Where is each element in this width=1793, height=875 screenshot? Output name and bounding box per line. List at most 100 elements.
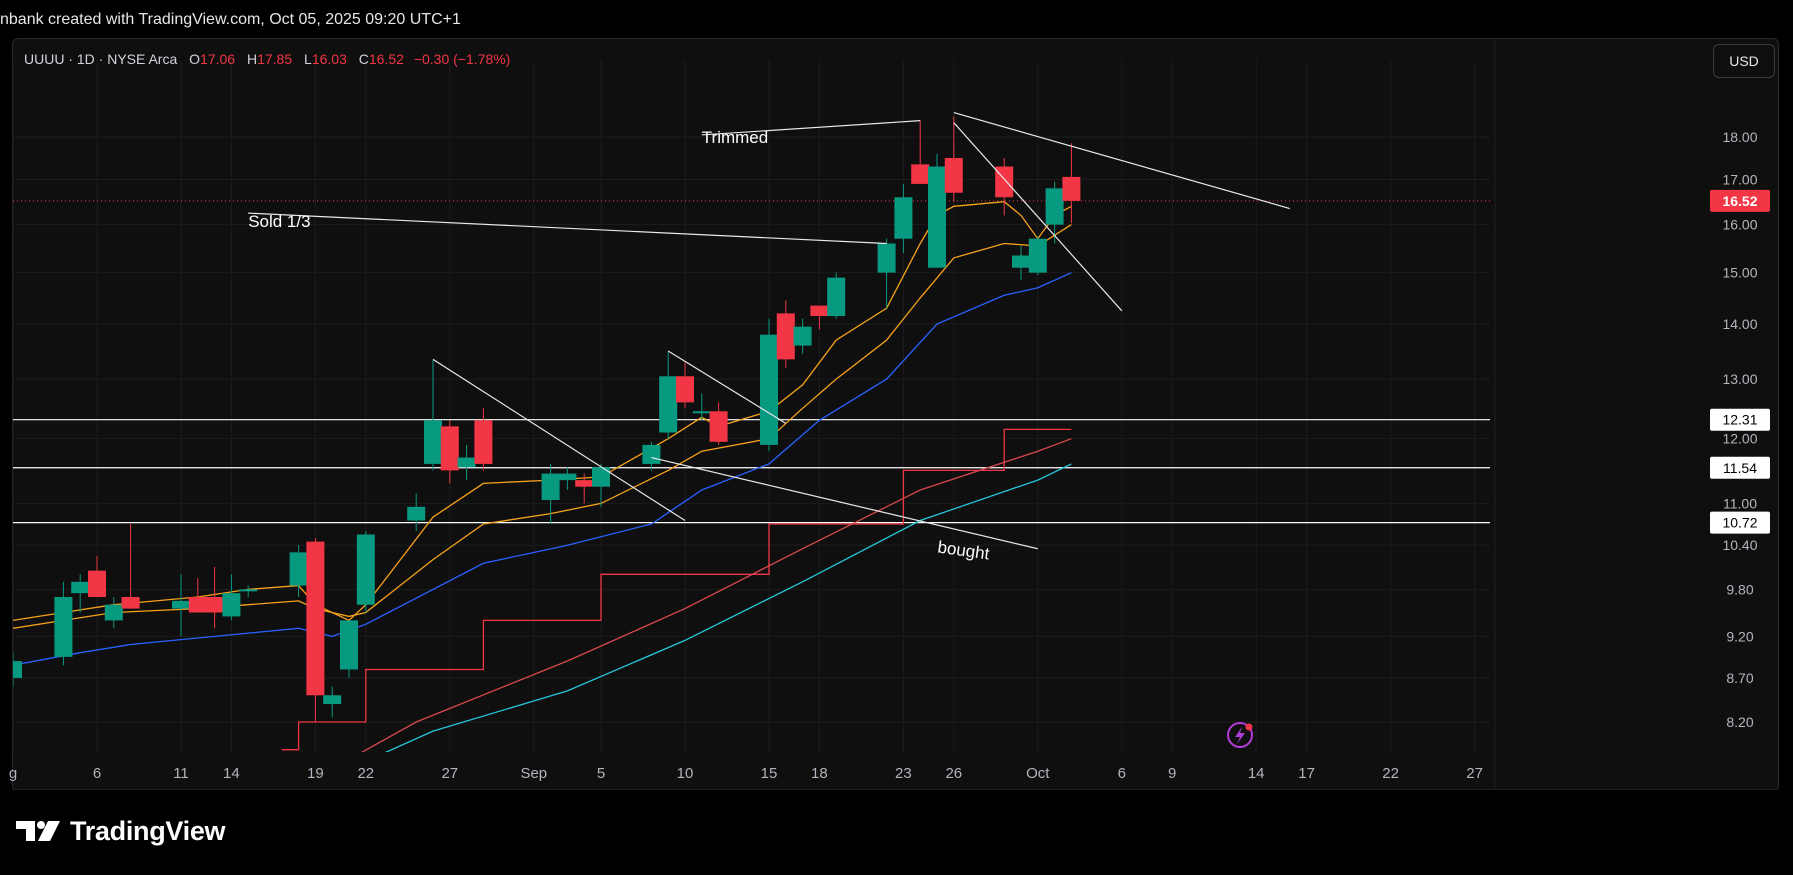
trend-line-drawing — [432, 358, 686, 522]
x-axis-tick-label: 26 — [945, 765, 962, 782]
candle-body-down — [709, 411, 728, 442]
candle-body-up — [54, 597, 73, 657]
trend-line-drawing — [667, 350, 787, 424]
x-axis-tick-label: 14 — [223, 765, 240, 782]
price-level-tag: 11.54 — [1710, 456, 1770, 479]
indicator-line-cyan_trend — [384, 463, 1072, 752]
candle-body-up — [172, 600, 190, 609]
y-axis-labels: 18.00 17.00 16.00 15.00 14.00 13.00 12.00 11.00… — [1722, 129, 1757, 730]
y-axis-tick-label: 18.00 — [1722, 129, 1757, 145]
candle-body-down — [88, 570, 106, 598]
currency-button[interactable]: USD — [1713, 44, 1775, 78]
y-axis-tick-label: 11.00 — [1723, 495, 1757, 511]
y-axis-tick-label: 10.40 — [1722, 537, 1757, 553]
annotation-text: bought — [936, 537, 990, 563]
lightning-icon-bolt — [1235, 727, 1245, 744]
candle-body-up — [222, 593, 241, 617]
footer-bar — [0, 790, 1793, 875]
x-axis-labels: g 6 11 14 19 22 27 Sep 5 10 15 18 23 26 Oct 6 9 14 17 22 27 — [9, 765, 1483, 782]
candle-body-up — [1045, 188, 1064, 225]
candle-body-down — [776, 313, 795, 360]
close-label: C — [358, 51, 369, 67]
symbol-legend: UUUU · 1D · NYSE Arca O17.06 H17.85 L16.… — [24, 50, 510, 68]
candle-body-down — [676, 376, 694, 403]
last-price-tag: 16.52 — [1710, 189, 1770, 212]
candle-body-down — [995, 166, 1014, 198]
price-chart[interactable]: Trimmed Sold 1/3 bought 18.00 17.00 16.00 15.0… — [0, 0, 1793, 790]
candle-body-up — [877, 243, 896, 273]
candle-body-down — [440, 426, 459, 471]
x-axis-tick-label: 5 — [597, 765, 605, 782]
annotation-text: Sold 1/3 — [248, 212, 310, 231]
indicator-line-ema_mid — [13, 224, 1072, 629]
price-level-tag: 12.31 — [1710, 408, 1770, 431]
candle-body-up — [692, 411, 711, 414]
candle-body-up — [407, 506, 426, 521]
x-axis-tick-label: 6 — [93, 765, 101, 782]
x-axis-tick-label: 27 — [441, 765, 458, 782]
x-axis-tick-label: 15 — [761, 765, 778, 782]
price-level-tag-label: 12.31 — [1722, 412, 1757, 428]
lightning-icon[interactable] — [1227, 722, 1253, 748]
x-axis-tick-label: g — [9, 765, 17, 782]
change-value: −0.30 (−1.78%) — [413, 51, 511, 67]
indicator-line-red_trend — [361, 438, 1072, 752]
trend-line-drawing — [701, 120, 921, 136]
candle-body-up — [827, 277, 846, 317]
y-axis-tick-label: 16.00 — [1722, 217, 1757, 233]
candle-body-down — [944, 157, 963, 193]
x-axis-tick-label: 17 — [1298, 765, 1315, 782]
candle-body-up — [793, 326, 812, 346]
x-axis-tick-label: 22 — [357, 765, 374, 782]
indicator-line-ema_slow — [13, 272, 1072, 666]
x-axis-tick-label: 22 — [1382, 765, 1399, 782]
y-axis-tick-label: 12.00 — [1722, 431, 1757, 447]
open-value: 17.06 — [200, 51, 236, 67]
y-axis-tick-label: 13.00 — [1722, 371, 1757, 387]
price-level-tag-bg — [1710, 511, 1770, 534]
x-axis-tick-label: 18 — [811, 765, 828, 782]
candle-body-up — [1012, 255, 1030, 268]
high-value: 17.85 — [257, 51, 293, 67]
indicator-line-ema_fast — [13, 201, 1072, 622]
candle-body-down — [306, 541, 325, 696]
candle-body-up — [289, 552, 308, 586]
lightning-icon-ring — [1227, 722, 1253, 748]
candle-body-up — [928, 166, 946, 268]
last-price-tag-label: 16.52 — [1722, 193, 1757, 209]
last-price-tag-bg — [1710, 189, 1770, 212]
candle-body-up — [356, 534, 375, 605]
trend-line-drawing — [953, 112, 1290, 210]
price-level-tag-label: 10.72 — [1722, 515, 1757, 531]
candle-body-up — [760, 334, 778, 445]
candle-body-down — [1062, 176, 1081, 201]
symbol-label[interactable]: UUUU · 1D · NYSE Arca — [24, 51, 178, 67]
x-axis-tick-label: 27 — [1466, 765, 1483, 782]
candle-body-up — [239, 589, 258, 592]
high-label: H — [246, 51, 258, 67]
candle-body-down — [575, 480, 594, 487]
candle-body-up — [457, 457, 476, 468]
annotation-text: Trimmed — [702, 128, 768, 147]
candle-body-up — [323, 695, 342, 705]
candle-body-up — [71, 581, 90, 594]
price-level-tag-label: 11.54 — [1723, 460, 1757, 476]
price-level-tag-bg — [1710, 408, 1770, 431]
lightning-icon-dot — [1245, 723, 1253, 731]
trend-line-drawing — [651, 456, 1038, 550]
y-axis-tick-label: 9.20 — [1726, 628, 1753, 644]
candle-body-down — [205, 597, 224, 613]
candle-body-down — [121, 597, 140, 609]
price-level-tag: 10.72 — [1710, 511, 1770, 534]
candle-body-up — [340, 620, 358, 670]
tradingview-brand[interactable]: TradingView — [16, 816, 226, 846]
x-axis-tick-label: 23 — [895, 765, 912, 782]
y-axis-tick-label: 15.00 — [1722, 265, 1757, 281]
trend-line-drawing — [953, 122, 1123, 312]
x-axis-tick-label: 6 — [1118, 765, 1126, 782]
candle-body-down — [474, 420, 493, 464]
low-value: 16.03 — [311, 51, 347, 67]
candle-body-up — [659, 376, 678, 433]
candle-body-up — [592, 467, 610, 487]
x-axis-tick-label: Sep — [520, 765, 547, 782]
